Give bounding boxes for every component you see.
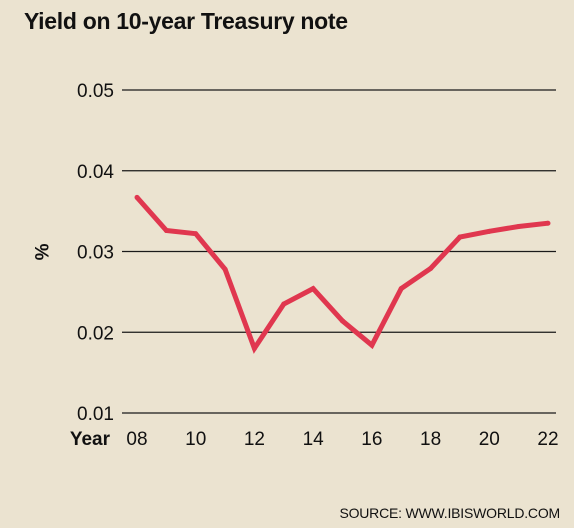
data-point bbox=[545, 220, 551, 226]
data-point bbox=[516, 223, 522, 229]
x-tick-label: 10 bbox=[185, 429, 206, 450]
data-point bbox=[486, 228, 492, 234]
data-point bbox=[134, 194, 140, 200]
data-point bbox=[369, 342, 375, 348]
data-point bbox=[428, 265, 434, 271]
series-line bbox=[135, 195, 549, 354]
data-point bbox=[457, 234, 463, 240]
y-tick-label: 0.03 bbox=[77, 243, 114, 264]
x-tick-label: 14 bbox=[303, 429, 325, 450]
data-point bbox=[340, 318, 345, 324]
x-tick-label: 16 bbox=[361, 429, 382, 450]
y-tick-label: 0.02 bbox=[77, 323, 114, 344]
data-point bbox=[310, 286, 316, 292]
x-tick-label: 18 bbox=[420, 429, 441, 450]
x-tick-label: 22 bbox=[537, 429, 558, 450]
data-point bbox=[222, 266, 228, 272]
data-point bbox=[193, 231, 199, 237]
y-tick-label: 0.01 bbox=[77, 404, 114, 425]
data-point bbox=[281, 301, 287, 307]
x-axis-title: Year bbox=[70, 429, 111, 450]
data-point bbox=[251, 345, 257, 351]
y-tick-label: 0.05 bbox=[77, 81, 114, 102]
x-tick-label: 12 bbox=[244, 429, 265, 450]
chart-title: Yield on 10-year Treasury note bbox=[24, 8, 348, 34]
source-note: SOURCE: WWW.IBISWORLD.COM bbox=[339, 505, 560, 521]
data-point bbox=[163, 228, 169, 234]
y-axis-title: % bbox=[30, 244, 51, 261]
data-point bbox=[398, 286, 404, 292]
x-tick-label: 08 bbox=[126, 429, 147, 450]
x-tick-label: 20 bbox=[479, 429, 500, 450]
y-tick-label: 0.04 bbox=[77, 162, 114, 183]
